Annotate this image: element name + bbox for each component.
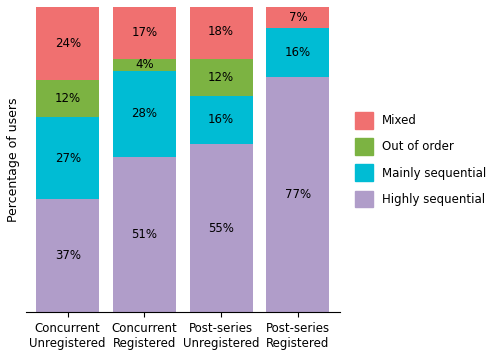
Text: 17%: 17% bbox=[132, 26, 158, 39]
Text: 4%: 4% bbox=[135, 59, 154, 71]
Bar bbox=[113, 157, 176, 312]
Bar bbox=[36, 80, 99, 117]
Bar bbox=[266, 77, 330, 312]
Bar bbox=[36, 7, 99, 80]
Text: 16%: 16% bbox=[285, 46, 311, 59]
Bar bbox=[266, 28, 330, 77]
Text: 37%: 37% bbox=[54, 249, 80, 262]
Bar bbox=[190, 59, 252, 96]
Bar bbox=[36, 117, 99, 199]
Legend: Mixed, Out of order, Mainly sequential, Highly sequential: Mixed, Out of order, Mainly sequential, … bbox=[349, 106, 492, 213]
Bar bbox=[36, 199, 99, 312]
Text: 7%: 7% bbox=[288, 11, 307, 24]
Text: 12%: 12% bbox=[208, 71, 234, 84]
Text: 51%: 51% bbox=[132, 228, 158, 241]
Y-axis label: Percentage of users: Percentage of users bbox=[7, 97, 20, 222]
Bar bbox=[190, 96, 252, 144]
Text: 16%: 16% bbox=[208, 114, 234, 126]
Text: 55%: 55% bbox=[208, 222, 234, 235]
Text: 77%: 77% bbox=[285, 188, 311, 201]
Text: 27%: 27% bbox=[54, 152, 81, 165]
Bar bbox=[190, 4, 252, 59]
Bar bbox=[113, 71, 176, 157]
Bar bbox=[113, 59, 176, 71]
Bar bbox=[113, 7, 176, 59]
Text: 12%: 12% bbox=[54, 92, 81, 105]
Bar bbox=[190, 144, 252, 312]
Text: 18%: 18% bbox=[208, 25, 234, 38]
Text: 28%: 28% bbox=[132, 107, 158, 120]
Text: 24%: 24% bbox=[54, 37, 81, 50]
Bar bbox=[266, 7, 330, 28]
